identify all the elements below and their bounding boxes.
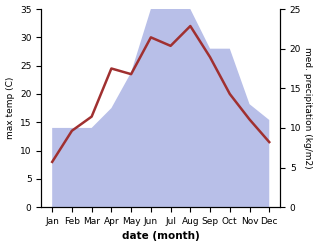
X-axis label: date (month): date (month): [122, 231, 200, 242]
Y-axis label: max temp (C): max temp (C): [5, 77, 15, 139]
Y-axis label: med. precipitation (kg/m2): med. precipitation (kg/m2): [303, 47, 313, 169]
